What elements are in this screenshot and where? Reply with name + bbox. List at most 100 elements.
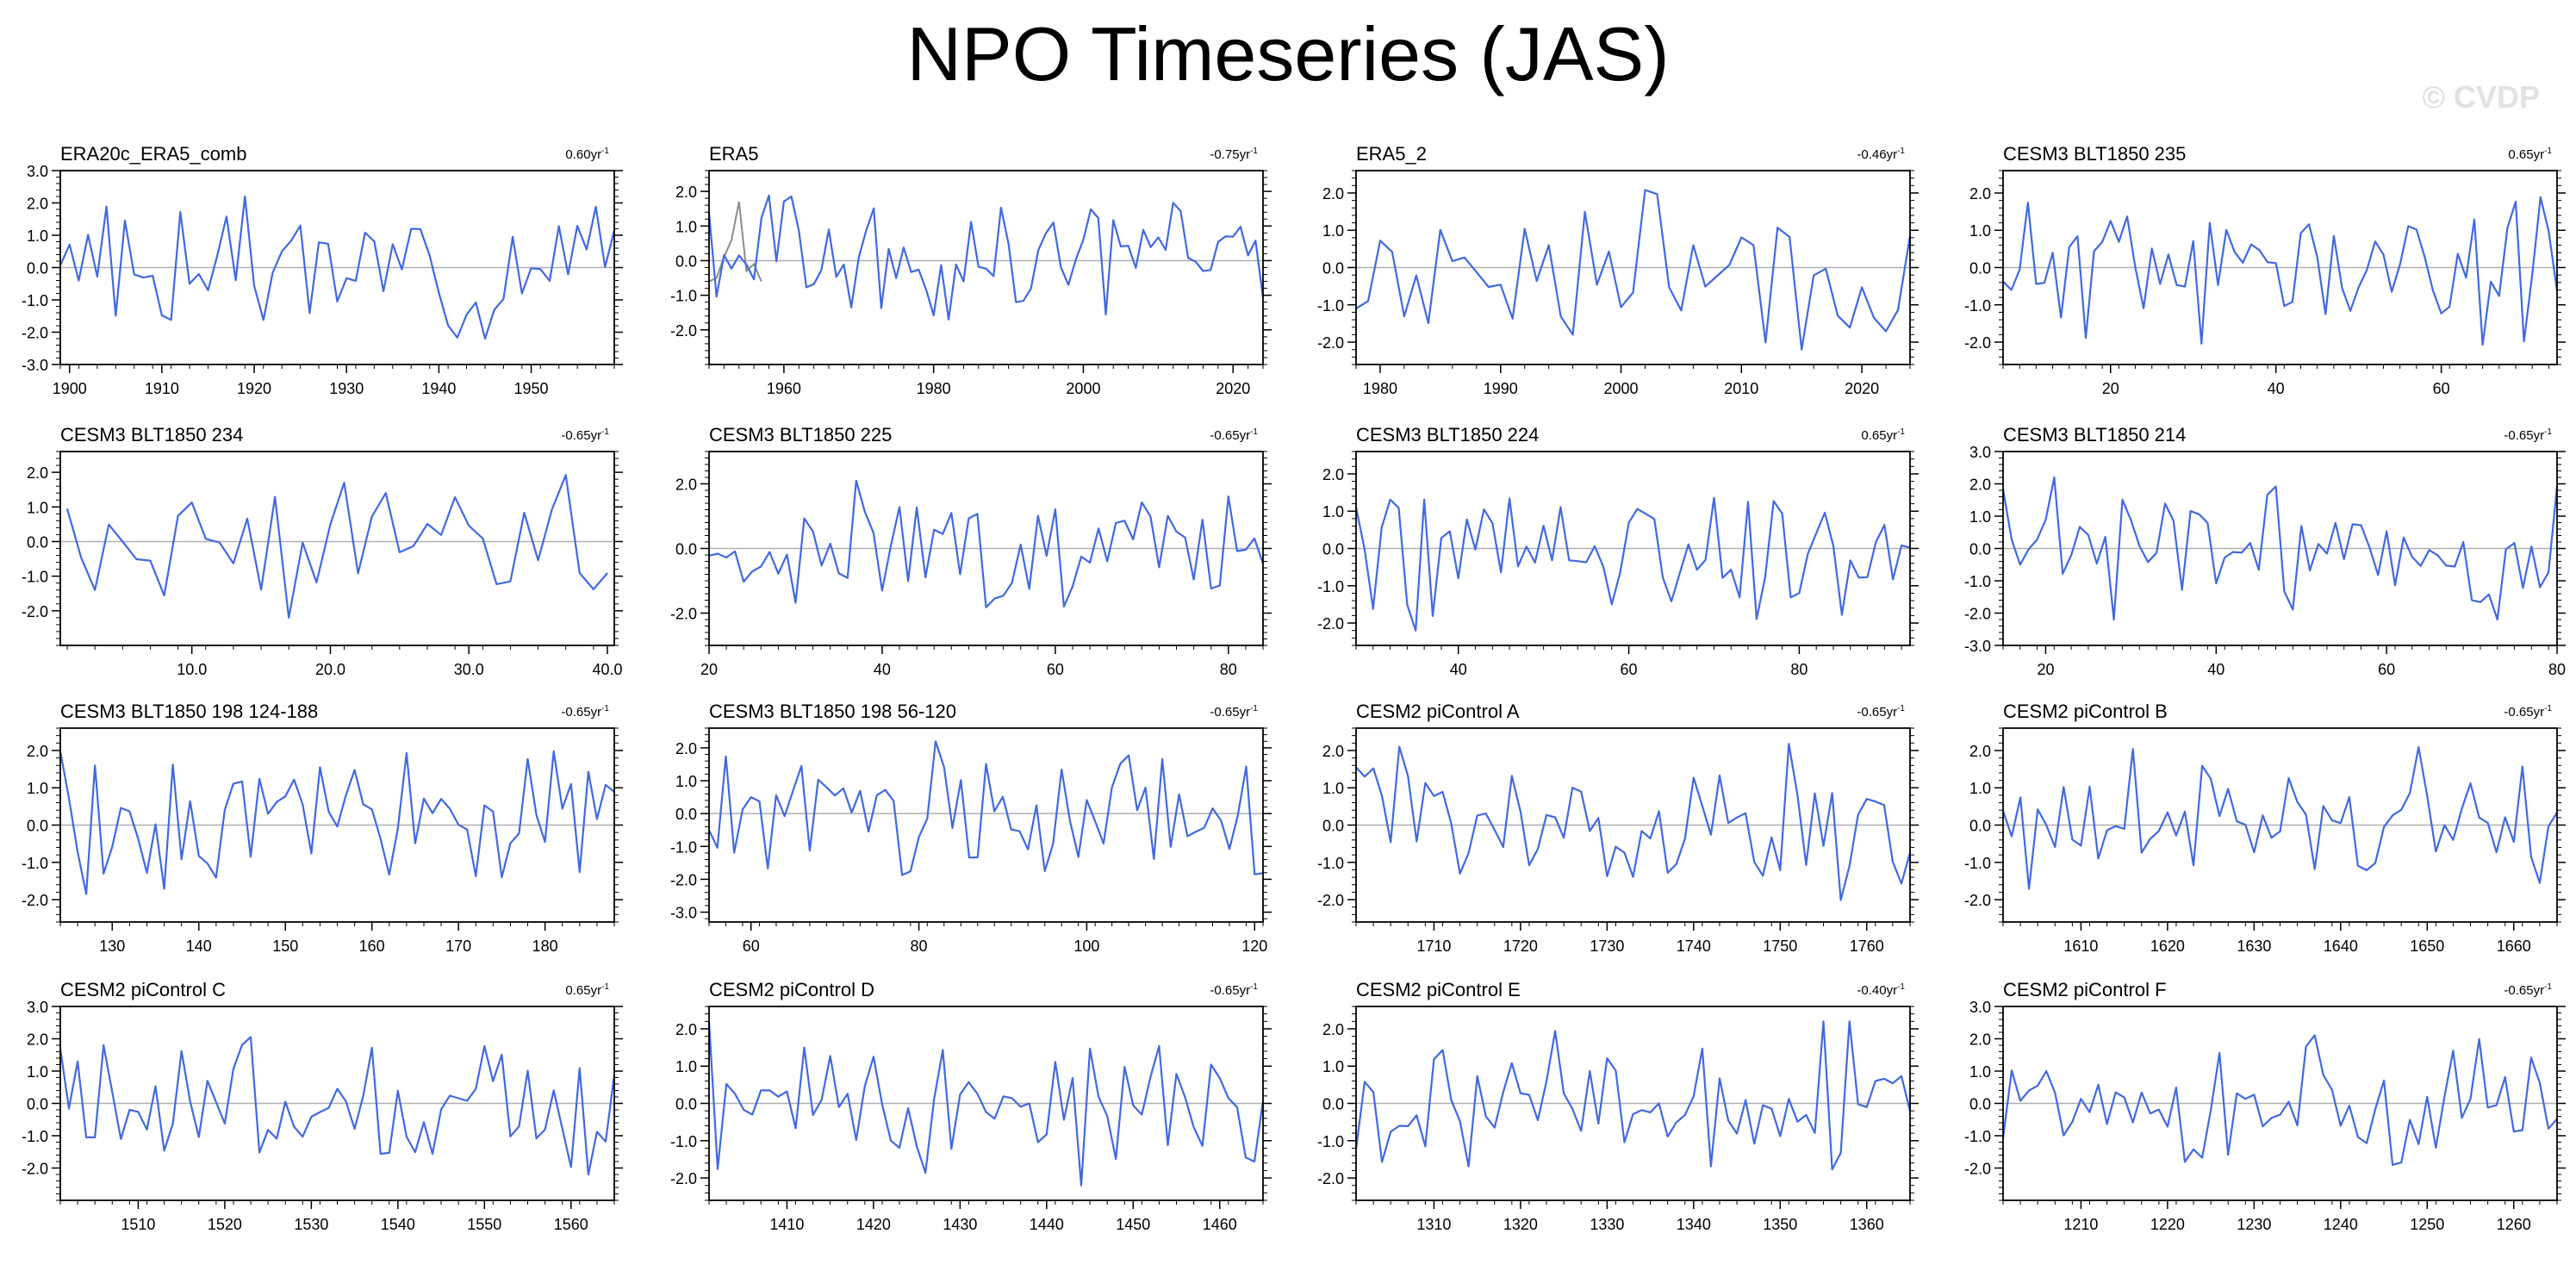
y-tick-label: 2.0 [1322, 1021, 1344, 1038]
x-tick-label: 1650 [2410, 938, 2444, 955]
panel-title: CESM3 BLT1850 198 124-188 [60, 701, 318, 722]
x-tick-label: 1340 [1677, 1216, 1711, 1233]
npo-panel: CESM3 BLT1850 214 -0.65yr-1 3.0 2.0 1.0 0.0 -1… [1964, 424, 2566, 678]
npo-panel: CESM2 piControl E -0.40yr-1 2.0 1.0 0.0 -1.0 -… [1317, 979, 1919, 1233]
y-tick-label: 1.0 [27, 227, 48, 245]
y-tick-label: -1.0 [22, 855, 48, 872]
y-tick-label: 0.0 [675, 541, 697, 558]
y-tick-label: -2.0 [670, 606, 697, 623]
y-tick-label: 1.0 [1969, 222, 1991, 240]
y-tick-label: -2.0 [1317, 334, 1344, 352]
trend-label: 0.65yr-1 [2508, 146, 2552, 162]
x-tick-label: 1920 [237, 380, 271, 397]
y-tick-label: 1.0 [675, 773, 697, 790]
trend-label: -0.65yr-1 [561, 704, 609, 720]
y-tick-label: 2.0 [1969, 1031, 1991, 1049]
panel-frame [2002, 451, 2558, 646]
trend-label: -0.65yr-1 [2504, 704, 2552, 720]
x-tick-label: 20.0 [315, 661, 345, 678]
trend-label: -0.65yr-1 [1210, 427, 1258, 443]
y-tick-label: 0.0 [1969, 818, 1991, 835]
npo-panel: CESM3 BLT1850 198 56-120 -0.65yr-1 2.0 1.0 0… [670, 701, 1272, 955]
y-tick-label: 0.0 [1322, 818, 1344, 835]
panel-frame [708, 451, 1264, 646]
x-tick-label: 80 [1790, 661, 1808, 678]
x-tick-label: 140 [186, 938, 212, 955]
panel-title: ERA5 [709, 143, 758, 165]
npo-panel: ERA5_2 -0.46yr-1 2.0 1.0 0.0 -1.0 -2.0 1980 1990… [1317, 143, 1919, 397]
y-tick-label: -1.0 [670, 838, 697, 856]
y-tick-label: -2.0 [1317, 615, 1344, 632]
x-tick-label: 1740 [1677, 938, 1711, 955]
x-tick-label: 1550 [467, 1216, 501, 1233]
y-tick-label: 0.0 [1969, 1096, 1991, 1113]
panel-title: CESM2 piControl A [1356, 701, 1520, 722]
x-tick-label: 100 [1073, 938, 1099, 955]
y-tick-label: -2.0 [670, 871, 697, 888]
npo-series-line [707, 194, 1265, 321]
npo-series-line [1355, 743, 1912, 901]
trend-label: -0.65yr-1 [1210, 704, 1258, 720]
panel-frame [1355, 1006, 1911, 1201]
npo-panel: CESM3 BLT1850 225 -0.65yr-1 2.0 0.0 -2.0 20 40… [670, 424, 1272, 678]
y-tick-label: 1.0 [1322, 780, 1344, 797]
npo-panel: ERA5 -0.75yr-1 2.0 1.0 0.0 -1.0 -2.0 1960 1980 20… [670, 143, 1272, 397]
x-tick-label: 30.0 [454, 661, 484, 678]
x-tick-label: 1330 [1590, 1216, 1624, 1233]
x-tick-label: 80 [911, 938, 928, 955]
npo-panel: CESM2 piControl A -0.65yr-1 2.0 1.0 0.0 -1.0 -… [1317, 701, 1919, 955]
x-tick-label: 1910 [145, 380, 179, 397]
y-tick-label: -2.0 [1964, 1161, 1991, 1178]
x-tick-label: 20 [2102, 380, 2119, 397]
npo-panel: CESM3 BLT1850 224 0.65yr-1 2.0 1.0 0.0 -1.0 -2… [1317, 424, 1919, 678]
y-tick-label: 0.0 [675, 806, 697, 823]
x-tick-label: 2020 [1216, 380, 1250, 397]
y-tick-label: -1.0 [670, 288, 697, 305]
y-tick-label: 1.0 [1322, 503, 1344, 520]
x-tick-label: 1350 [1763, 1216, 1797, 1233]
panel-frame [59, 727, 615, 923]
x-tick-label: 60 [2433, 380, 2450, 397]
x-tick-label: 1460 [1203, 1216, 1237, 1233]
panel-title: CESM2 piControl D [709, 979, 874, 1000]
y-tick-label: -2.0 [1964, 606, 1991, 623]
y-tick-label: 2.0 [27, 1031, 48, 1049]
y-tick-label: 0.0 [1322, 1096, 1344, 1113]
x-tick-label: 120 [1241, 938, 1267, 955]
x-tick-label: 1440 [1030, 1216, 1064, 1233]
y-tick-label: -1.0 [1317, 855, 1344, 872]
panel-title: CESM3 BLT1850 234 [60, 424, 243, 445]
x-tick-label: 150 [272, 938, 298, 955]
y-tick-label: 0.0 [27, 260, 48, 277]
panel-title: ERA5_2 [1356, 143, 1427, 165]
trend-label: -0.65yr-1 [1857, 704, 1905, 720]
trend-label: -0.65yr-1 [2504, 982, 2552, 998]
x-tick-label: 1760 [1850, 938, 1884, 955]
x-tick-label: 1940 [421, 380, 456, 397]
y-tick-label: 0.0 [1969, 541, 1991, 558]
x-tick-label: 1510 [121, 1216, 155, 1233]
npo-panel: CESM2 piControl B -0.65yr-1 2.0 1.0 0.0 -1.0 -… [1964, 701, 2566, 955]
x-tick-label: 1410 [769, 1216, 804, 1233]
y-tick-label: 2.0 [1969, 477, 1991, 494]
x-tick-label: 1630 [2237, 938, 2271, 955]
y-tick-label: 0.0 [27, 1096, 48, 1113]
trend-label: 0.65yr-1 [1861, 427, 1905, 443]
y-tick-label: -3.0 [1964, 638, 1991, 655]
x-tick-label: 40 [1450, 661, 1467, 678]
npo-series-line [59, 1036, 616, 1176]
x-tick-label: 2000 [1603, 380, 1638, 397]
x-tick-label: 1990 [1484, 380, 1518, 397]
y-tick-label: 0.0 [27, 533, 48, 551]
x-tick-label: 1320 [1503, 1216, 1538, 1233]
npo-panel: CESM3 BLT1850 235 0.65yr-1 2.0 1.0 0.0 -1.0 -2… [1964, 143, 2566, 397]
x-tick-label: 1520 [208, 1216, 242, 1233]
x-tick-label: 40 [2268, 380, 2285, 397]
x-tick-label: 60 [743, 938, 760, 955]
y-tick-label: -2.0 [1317, 1170, 1344, 1187]
npo-series-line [1354, 1020, 1912, 1171]
panel-frame [59, 451, 615, 646]
panel-frame [708, 170, 1264, 365]
y-tick-label: -2.0 [1964, 892, 1991, 909]
x-tick-label: 80 [2548, 661, 2566, 678]
